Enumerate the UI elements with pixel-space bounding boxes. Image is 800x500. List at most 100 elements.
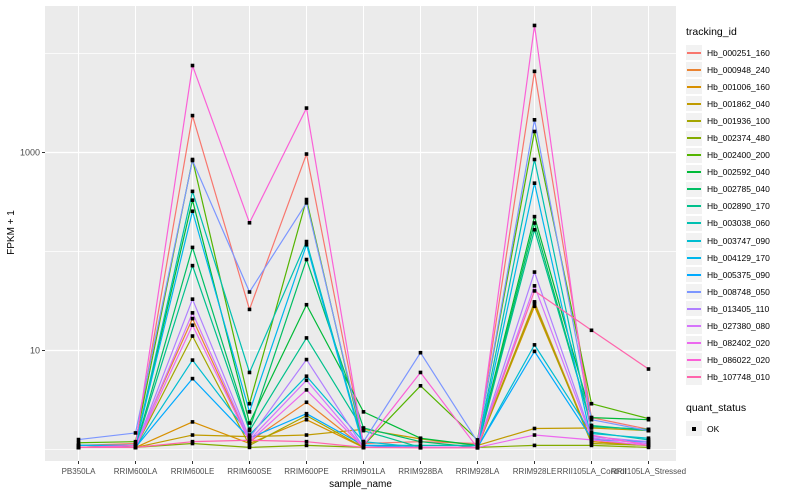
series-color-line — [687, 154, 701, 157]
legend-item-label: Hb_086022_020 — [707, 355, 770, 366]
data-point — [247, 428, 252, 433]
data-point — [304, 239, 309, 244]
data-point — [190, 198, 195, 202]
data-point — [304, 378, 309, 383]
data-point — [304, 152, 309, 156]
legend-key-swatch — [686, 352, 702, 368]
data-point — [190, 311, 195, 315]
legend-item-Hb_082402_020: Hb_082402_020 — [686, 335, 798, 352]
data-point — [190, 209, 195, 214]
series-color-line — [687, 307, 701, 310]
x-tick-label: RRIM901LA — [342, 467, 386, 476]
data-point — [646, 443, 651, 448]
series-color-line — [687, 68, 701, 71]
data-point — [190, 113, 195, 118]
data-point — [247, 445, 252, 450]
x-tick-label: RRIM600SE — [227, 467, 271, 476]
data-point — [646, 439, 651, 444]
data-point — [190, 433, 195, 437]
data-point — [247, 220, 252, 225]
legend-tracking-id: tracking_id Hb_000251_160 Hb_000948_240 Hb… — [686, 26, 798, 386]
data-point — [361, 410, 366, 414]
data-point — [589, 441, 594, 446]
data-point — [304, 439, 309, 444]
data-point — [76, 437, 81, 442]
legend-item-label: Hb_001862_040 — [707, 98, 770, 109]
data-point — [190, 441, 195, 446]
legend-item-label: Hb_082402_020 — [707, 338, 770, 349]
legend-item-Hb_086022_020: Hb_086022_020 — [686, 352, 798, 369]
data-point — [133, 431, 138, 435]
data-point — [646, 445, 651, 450]
legend-key-swatch — [686, 318, 702, 334]
data-point — [133, 441, 138, 446]
data-point — [532, 214, 537, 219]
x-tick-label: RRIM600LE — [171, 467, 215, 476]
data-point — [361, 445, 366, 450]
legend-key-swatch — [686, 79, 702, 95]
data-point — [190, 358, 195, 362]
data-point — [646, 441, 651, 446]
data-point — [589, 438, 594, 442]
data-point — [532, 181, 537, 185]
series-color-line — [687, 51, 701, 54]
data-point — [532, 349, 537, 354]
data-point — [247, 370, 252, 375]
legend-key-swatch — [686, 301, 702, 317]
legend-item-label: OK — [707, 423, 720, 434]
data-point — [190, 420, 195, 424]
legend-key-swatch — [686, 369, 702, 385]
series-color-line — [687, 376, 701, 379]
data-point — [589, 328, 594, 333]
legend-key-swatch — [686, 284, 702, 300]
data-point — [361, 428, 366, 433]
legend-item-Hb_013405_110: Hb_013405_110 — [686, 300, 798, 317]
series-color-line — [687, 256, 701, 259]
data-point — [190, 439, 195, 444]
data-point — [475, 439, 480, 444]
data-point — [589, 423, 594, 428]
data-point — [304, 201, 309, 205]
series-color-line — [687, 342, 701, 345]
data-point — [646, 436, 651, 441]
legend-item-label: Hb_004129_170 — [707, 252, 770, 263]
data-point — [532, 304, 537, 309]
series-color-line — [687, 205, 701, 208]
data-point — [589, 401, 594, 406]
data-point — [418, 350, 423, 355]
series-color-line — [687, 290, 701, 293]
data-point — [646, 367, 651, 371]
data-point — [532, 301, 537, 306]
data-point — [532, 343, 537, 347]
data-point — [532, 433, 537, 437]
series-color-line — [687, 188, 701, 191]
legend-item-label: Hb_013405_110 — [707, 303, 770, 314]
data-point — [133, 439, 138, 444]
y-tick-label: 10 — [30, 346, 40, 356]
legend-key-swatch — [686, 233, 702, 249]
data-point — [532, 157, 537, 162]
legend-item-Hb_003038_060: Hb_003038_060 — [686, 215, 798, 232]
legend-key-swatch — [686, 96, 702, 112]
legend-key-swatch — [686, 181, 702, 197]
data-point — [190, 158, 195, 163]
series-color-line — [687, 85, 701, 88]
legend-key-swatch — [686, 147, 702, 163]
legend-item-label: Hb_107748_010 — [707, 372, 770, 383]
legend-key-swatch — [686, 250, 702, 266]
data-point — [532, 221, 537, 225]
data-point — [304, 357, 309, 362]
data-point — [247, 441, 252, 446]
legend-item-label: Hb_005375_090 — [707, 269, 770, 280]
data-point — [532, 129, 537, 134]
legend-quant-status: quant_status OK — [686, 402, 798, 437]
legend-key-swatch — [686, 335, 702, 351]
x-tick-label: RRIM928LE — [513, 467, 557, 476]
data-point — [304, 433, 309, 437]
data-point — [190, 334, 195, 338]
data-point — [532, 289, 537, 293]
legend-key-swatch — [686, 267, 702, 283]
data-point — [418, 383, 423, 388]
legend-item-Hb_008748_050: Hb_008748_050 — [686, 283, 798, 300]
